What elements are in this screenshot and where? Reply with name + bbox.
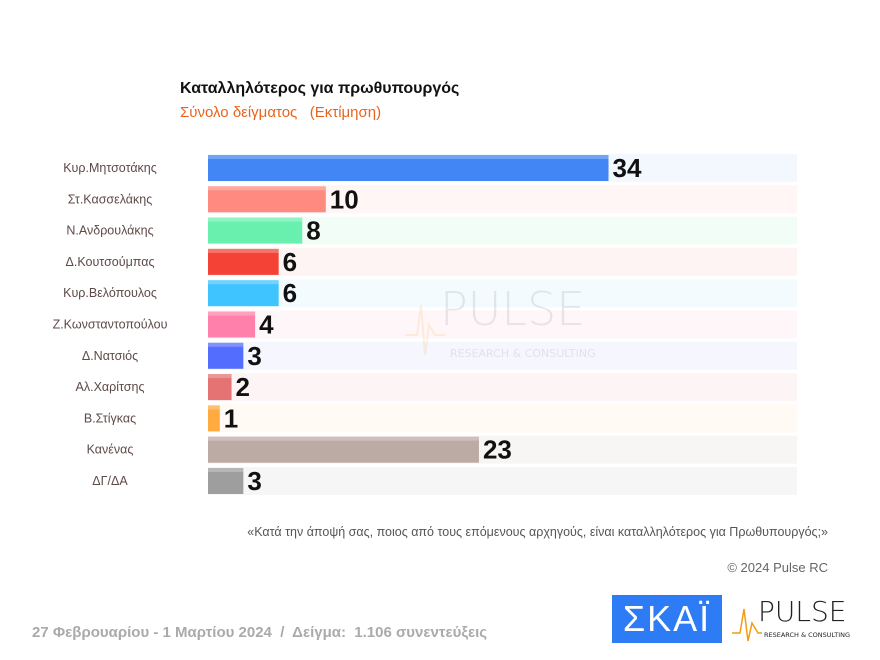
- pulse-logo: PULSE RESEARCH & CONSULTING: [732, 595, 850, 642]
- bar-highlight: [208, 436, 479, 441]
- bar-highlight: [208, 374, 232, 379]
- row-background: [208, 310, 797, 339]
- data-label: 34: [613, 153, 642, 183]
- bar-highlight: [208, 248, 279, 253]
- data-label: 4: [259, 310, 274, 340]
- bar: [208, 280, 279, 307]
- chart-subtitle: Σύνολο δείγματος (Εκτίμηση): [180, 104, 382, 121]
- bar: [208, 342, 244, 369]
- bar-highlight: [208, 155, 609, 159]
- survey-question: «Κατά την άποψή σας, ποιος από τους επόμ…: [247, 525, 828, 539]
- category-label: Β.Στίγκας: [84, 411, 136, 425]
- bar: [208, 374, 232, 401]
- category-label: Στ.Κασσελάκης: [68, 192, 152, 206]
- bar: [208, 155, 609, 181]
- data-label: 2: [236, 372, 250, 402]
- row-background: [208, 279, 797, 308]
- category-label: Κυρ.Μητσοτάκης: [63, 161, 157, 175]
- survey-dates-sample: 27 Φεβρουαρίου - 1 Μαρτίου 2024 / Δείγμα…: [32, 624, 488, 641]
- bar-highlight: [208, 468, 244, 472]
- category-label: ΔΓ/ΔΑ: [92, 474, 128, 488]
- bar-highlight: [208, 217, 303, 222]
- row-background: [208, 341, 797, 370]
- category-label: Ζ.Κωνσταντοπούλου: [53, 318, 168, 332]
- row-background: [208, 373, 797, 402]
- row-background: [208, 247, 797, 276]
- data-label: 23: [483, 435, 512, 465]
- bar: [208, 468, 244, 494]
- bar: [208, 405, 220, 432]
- bar-highlight: [208, 186, 326, 191]
- category-label: Αλ.Χαρίτσης: [76, 380, 145, 394]
- bar-highlight: [208, 280, 279, 285]
- row-background: [208, 467, 797, 495]
- copyright: © 2024 Pulse RC: [727, 560, 828, 575]
- category-label: Ν.Ανδρουλάκης: [66, 224, 153, 238]
- bar: [208, 248, 279, 275]
- skai-logo: ΣΚΑΪ: [612, 595, 722, 643]
- data-label: 10: [330, 184, 359, 214]
- skai-logo-text: ΣΚΑΪ: [622, 598, 712, 639]
- data-label: 8: [306, 216, 320, 246]
- category-label: Δ.Κουτσούμπας: [66, 255, 155, 269]
- bar: [208, 311, 256, 338]
- category-label: Κυρ.Βελόπουλος: [63, 286, 157, 300]
- bar: [208, 436, 479, 463]
- data-label: 1: [224, 403, 238, 433]
- data-label: 3: [247, 341, 261, 371]
- bar: [208, 186, 326, 213]
- data-label: 6: [283, 278, 297, 308]
- category-label: Κανένας: [87, 443, 134, 457]
- chart-title: Καταλληλότερος για πρωθυπουργός: [180, 80, 460, 97]
- bar-highlight: [208, 342, 244, 347]
- bar-highlight: [208, 311, 256, 316]
- row-background: [208, 216, 797, 245]
- bar: [208, 217, 303, 244]
- svg-text:PULSE: PULSE: [758, 595, 846, 628]
- bar-highlight: [208, 405, 220, 410]
- svg-text:RESEARCH & CONSULTING: RESEARCH & CONSULTING: [764, 631, 850, 639]
- row-background: [208, 404, 797, 433]
- data-label: 3: [247, 466, 261, 496]
- category-label: Δ.Νατσιός: [82, 349, 138, 363]
- data-label: 6: [283, 247, 297, 277]
